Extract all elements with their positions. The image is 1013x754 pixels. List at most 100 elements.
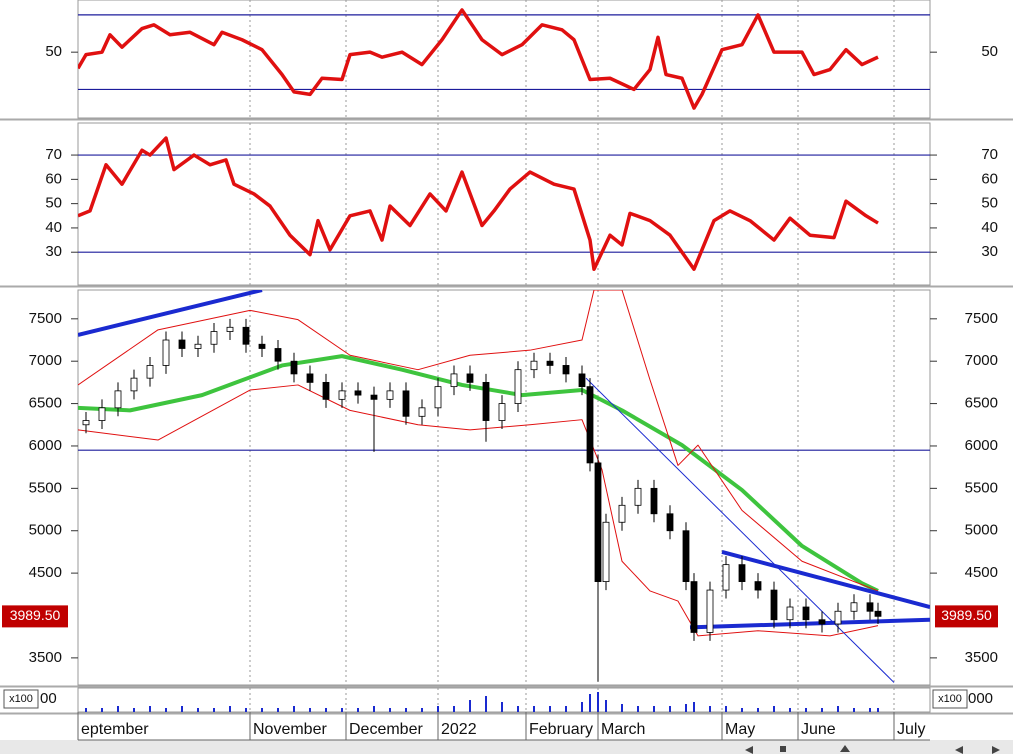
candle-body <box>634 487 642 506</box>
y-tick-label-right: 50 <box>981 195 998 212</box>
volume-bar <box>517 706 519 712</box>
volume-bar <box>117 706 119 712</box>
candle-body <box>338 390 346 400</box>
series-line <box>78 290 263 337</box>
candle-body <box>754 581 762 591</box>
volume-bar <box>469 700 471 712</box>
volume-bar <box>837 706 839 712</box>
volume-bar <box>501 702 503 712</box>
volume-bar <box>693 702 695 712</box>
volume-bar <box>165 708 167 712</box>
y-tick-label-right: 30 <box>981 243 998 260</box>
candle-body <box>722 564 730 591</box>
y-tick-label-right: 5000 <box>965 522 998 539</box>
candle-body <box>98 407 106 421</box>
candle-body <box>226 326 234 332</box>
y-tick-label-right: 40 <box>981 219 998 236</box>
scroll-icon <box>992 746 1000 754</box>
y-tick-label: 7500 <box>29 310 62 327</box>
volume-bar <box>685 704 687 712</box>
candle-body <box>818 619 826 625</box>
volume-bar <box>773 706 775 712</box>
volume-bar <box>605 700 607 712</box>
volume-bar <box>589 694 591 712</box>
candle-body <box>210 331 218 345</box>
scale-label: x100 <box>938 693 962 705</box>
x-tick-label: eptember <box>81 721 149 738</box>
panel-frame <box>77 0 931 119</box>
y-tick-label: 70 <box>45 146 62 163</box>
scale-box <box>3 689 39 709</box>
series-line <box>721 549 930 609</box>
candle-body <box>274 348 282 362</box>
volume-label: 00 <box>40 690 57 707</box>
plot-area <box>78 688 895 712</box>
volume-bar <box>869 708 871 712</box>
volume-bar <box>789 708 791 712</box>
y-tick-label-right: 6000 <box>965 437 998 454</box>
series-line <box>585 377 895 683</box>
volume-bar <box>757 708 759 712</box>
y-tick-label: 7000 <box>29 352 62 369</box>
candle-body <box>770 589 778 621</box>
volume-bar <box>821 708 823 712</box>
y-tick-label: 4500 <box>29 564 62 581</box>
volume-bar <box>181 706 183 712</box>
series-line <box>78 136 879 271</box>
volume-bar <box>325 708 327 712</box>
x-tick-label: July <box>897 721 925 738</box>
candle-body <box>178 339 186 349</box>
volume-bar <box>669 706 671 712</box>
candle-body <box>546 360 554 366</box>
plot-area <box>78 290 930 685</box>
toolbar <box>0 740 1013 754</box>
y-tick-label: 3500 <box>29 649 62 666</box>
volume-bar <box>309 708 311 712</box>
candle-body <box>802 606 810 621</box>
candle-body <box>82 420 90 426</box>
volume-bar <box>597 692 599 712</box>
y-tick-label-right: 5500 <box>965 479 998 496</box>
volume-bar <box>373 706 375 712</box>
x-tick-label: December <box>349 721 423 738</box>
volume-bar <box>581 702 583 712</box>
last-price-label: 3989.50 <box>941 607 992 623</box>
scroll-icon <box>955 746 963 754</box>
scale-label: x100 <box>9 693 33 705</box>
candle-body <box>162 339 170 366</box>
candle-body <box>130 377 138 392</box>
y-tick-label: 6000 <box>29 437 62 454</box>
last-price-label: 3989.50 <box>10 607 61 623</box>
volume-bar <box>293 706 295 712</box>
candle-body <box>114 390 122 409</box>
candle-body <box>594 462 602 582</box>
y-tick-label: 50 <box>45 43 62 60</box>
scale-box <box>932 689 968 709</box>
y-tick-label: 6500 <box>29 395 62 412</box>
volume-bar <box>341 708 343 712</box>
x-tick-label: 2022 <box>441 721 477 738</box>
series-line <box>78 354 879 593</box>
candle-body <box>434 386 442 409</box>
candle-body <box>786 606 794 621</box>
candle-body <box>834 610 842 625</box>
candle-body <box>370 394 378 400</box>
y-tick-label: 30 <box>45 243 62 260</box>
candle-body <box>586 386 594 464</box>
candle-body <box>578 373 586 388</box>
x-tick-label: November <box>253 721 327 738</box>
candle-body <box>386 390 394 400</box>
volume-bar <box>637 706 639 712</box>
candle-body <box>738 564 746 582</box>
volume-bar <box>213 708 215 712</box>
y-tick-label-right: 3500 <box>965 649 998 666</box>
volume-bar <box>85 708 87 712</box>
scroll-icon <box>840 745 850 752</box>
candle-body <box>450 373 458 388</box>
volume-bar <box>245 708 247 712</box>
candle-body <box>290 360 298 375</box>
candle-body <box>562 365 570 375</box>
scroll-icon <box>745 746 753 754</box>
